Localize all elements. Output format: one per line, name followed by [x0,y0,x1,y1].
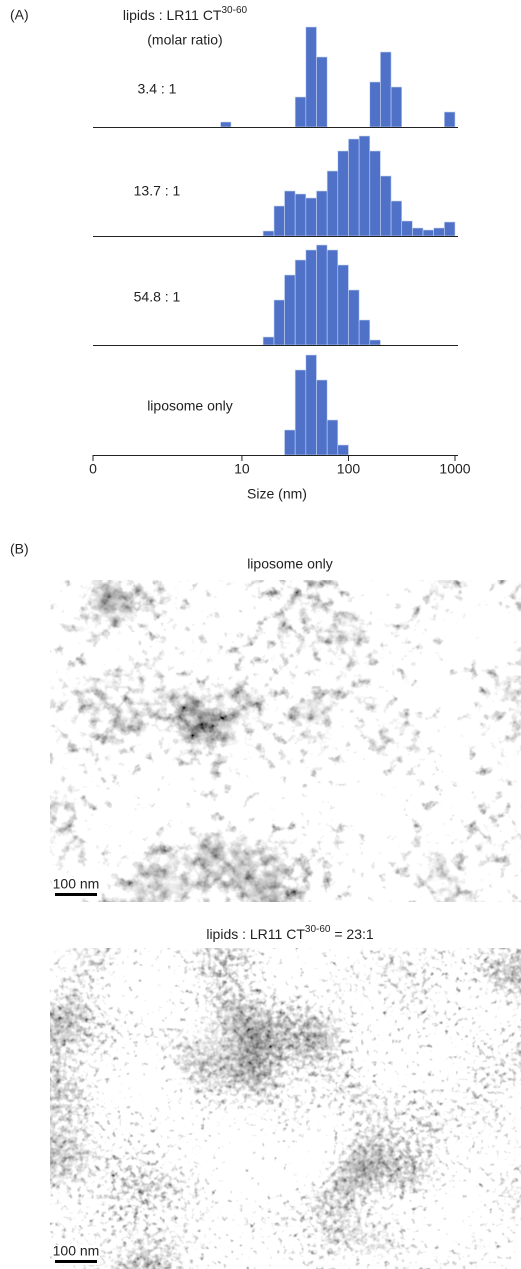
x-tick-label: 100 [337,461,361,477]
scale-bar [55,1260,97,1263]
heading-main: lipids : LR11 CT [123,7,222,23]
bar [285,191,296,236]
bar [380,176,391,236]
bar [370,340,381,345]
bar [359,320,370,345]
bar [444,222,455,236]
bar [359,136,370,236]
bar [338,151,349,236]
bar [306,250,317,345]
bar [327,420,338,455]
bar [348,139,359,236]
heading-sup: 30-60 [221,5,247,16]
image-caption: liposome only [247,556,333,572]
bar [316,380,327,455]
bar [370,151,381,236]
heading: lipids : LR11 CT30-60 [123,5,248,23]
bar [295,260,306,345]
tem-image [50,948,521,1269]
bar [316,245,327,345]
bar [306,27,317,127]
bar [444,112,455,127]
x-tick-label: 10 [234,461,250,477]
bar [221,122,231,127]
bar [316,191,327,236]
bar [338,445,349,455]
caption-tail: = 23:1 [330,926,373,942]
caption-sup: 30-60 [305,924,331,935]
panel-label: (A) [10,7,29,23]
bar [295,194,306,236]
bar [295,97,306,127]
panel-series-label: 3.4 : 1 [138,81,177,97]
tem-image [50,580,521,902]
bar [434,228,445,236]
bar [327,250,338,345]
bar [285,430,296,455]
scale-bar-label: 100 nm [53,1243,100,1259]
bar [402,221,413,236]
bar [306,355,317,455]
scale-bar [55,893,97,896]
panel-series-label: liposome only [147,398,233,414]
bar [285,275,296,345]
bar [423,230,434,236]
image-caption: lipids : LR11 CT30-60 = 23:1 [206,924,374,942]
bar [263,231,274,236]
panel-series-label: 13.7 : 1 [134,183,181,199]
bar [327,171,338,236]
bar [274,206,285,236]
caption-main: lipids : LR11 CT [206,926,305,942]
figure: (A) lipids : LR11 CT30-60 (molar ratio) … [0,0,521,1269]
bar [263,337,274,345]
panel-series-label: 54.8 : 1 [134,289,181,305]
scale-bar-label: 100 nm [53,876,100,892]
bar [338,265,349,345]
bar [348,290,359,345]
bar [391,87,402,127]
bar [380,52,391,127]
bar [295,370,306,455]
bar [274,300,285,345]
bar [370,82,381,127]
x-tick-label: 0 [89,461,97,477]
x-tick-label: 1000 [439,461,470,477]
bar [391,201,402,236]
subheading: (molar ratio) [147,32,222,48]
bar [306,198,317,236]
bar [412,228,423,236]
panel-label: (B) [10,541,29,557]
bar [316,57,327,127]
x-axis-label: Size (nm) [247,486,307,502]
